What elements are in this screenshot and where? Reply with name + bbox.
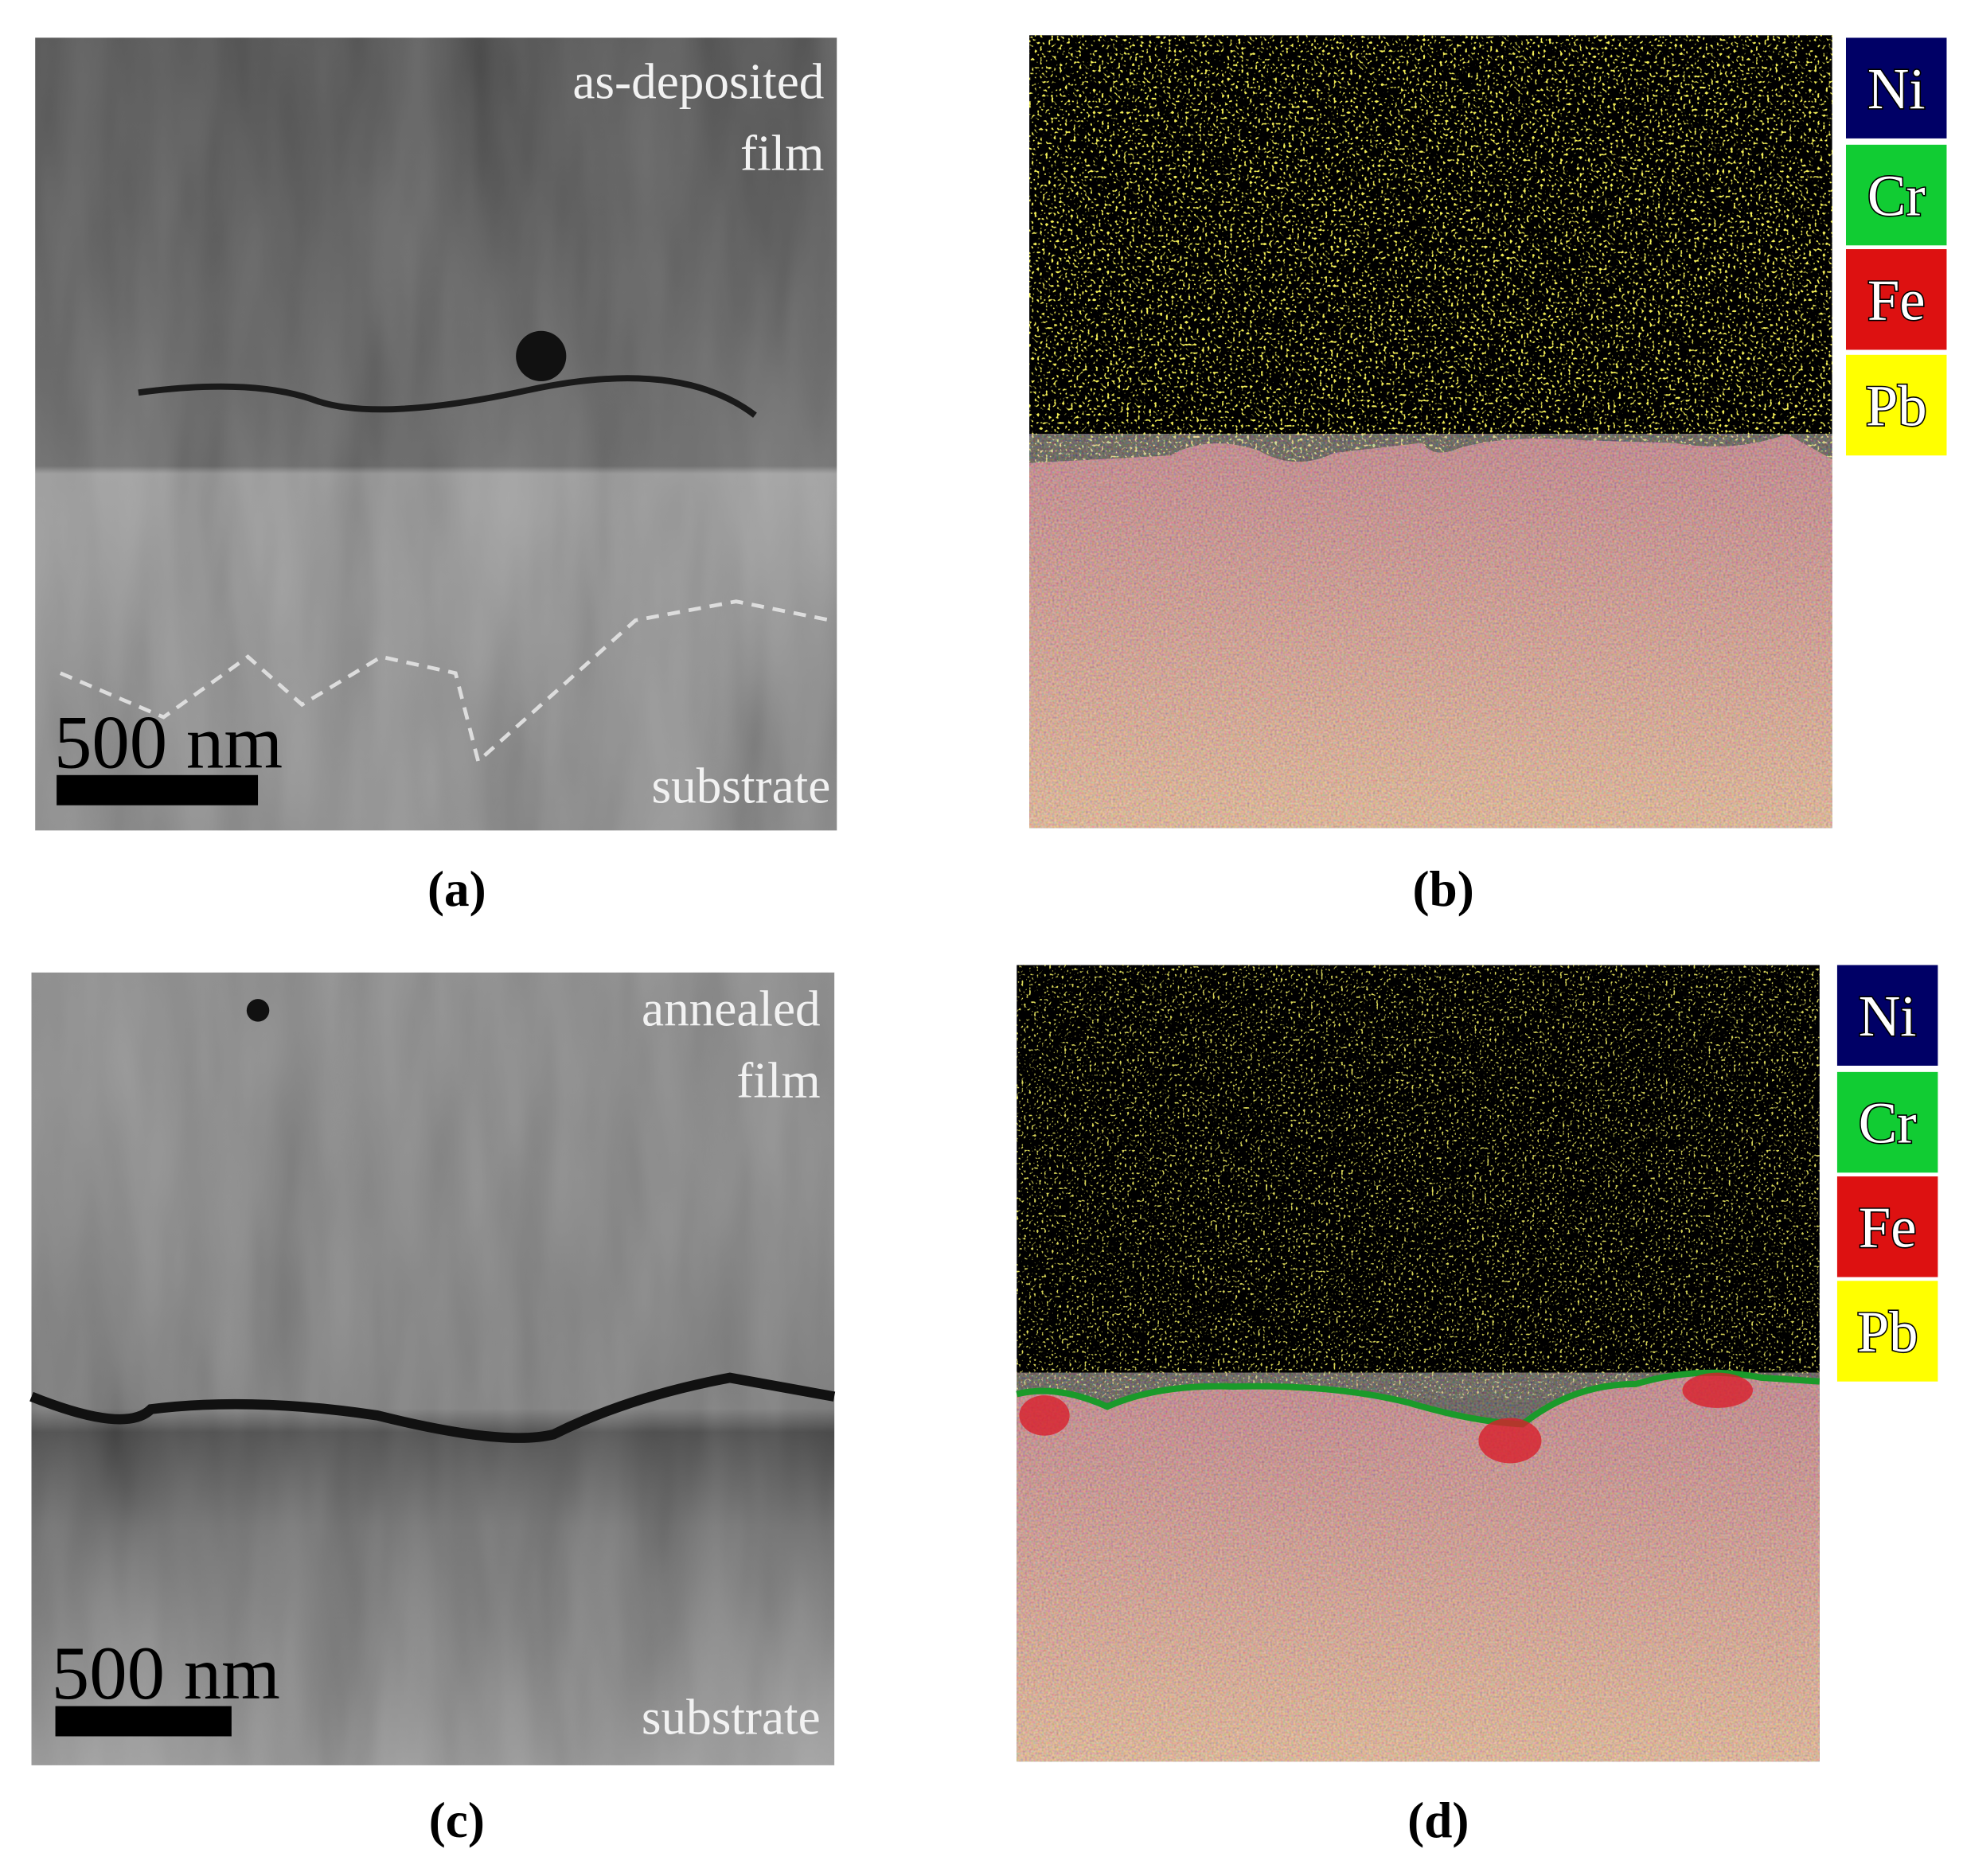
- panel-label: (a): [427, 861, 486, 917]
- annotation: as-deposited: [572, 53, 824, 109]
- scale-bar-label: 500 nm: [54, 700, 283, 784]
- eds-map: [1016, 965, 1821, 1762]
- legend-entry: Ni: [1859, 984, 1917, 1048]
- annotation: annealed: [642, 981, 821, 1036]
- legend-entry: Pb: [1857, 1300, 1918, 1364]
- tem-image: [29, 972, 836, 1765]
- legend-entry: Pb: [1866, 373, 1927, 438]
- annotation: substrate: [642, 1689, 821, 1745]
- legend-entry: Cr: [1867, 163, 1926, 228]
- legend-entry: Cr: [1859, 1090, 1917, 1155]
- legend-entry: Fe: [1859, 1195, 1917, 1260]
- legend-entry: Fe: [1867, 268, 1926, 333]
- panel-label: (b): [1413, 861, 1474, 917]
- legend: [1836, 965, 1938, 1382]
- annotation: substrate: [652, 759, 831, 814]
- legend-entry: Ni: [1867, 57, 1926, 121]
- panel-label: (d): [1407, 1792, 1469, 1848]
- scale-bar-label: 500 nm: [52, 1631, 280, 1715]
- tem-image: [35, 37, 837, 831]
- annotation: film: [736, 1052, 820, 1108]
- legend: [1845, 37, 1947, 456]
- annotation: film: [740, 125, 824, 181]
- panel-label: (c): [429, 1792, 485, 1848]
- eds-map: [1029, 35, 1832, 829]
